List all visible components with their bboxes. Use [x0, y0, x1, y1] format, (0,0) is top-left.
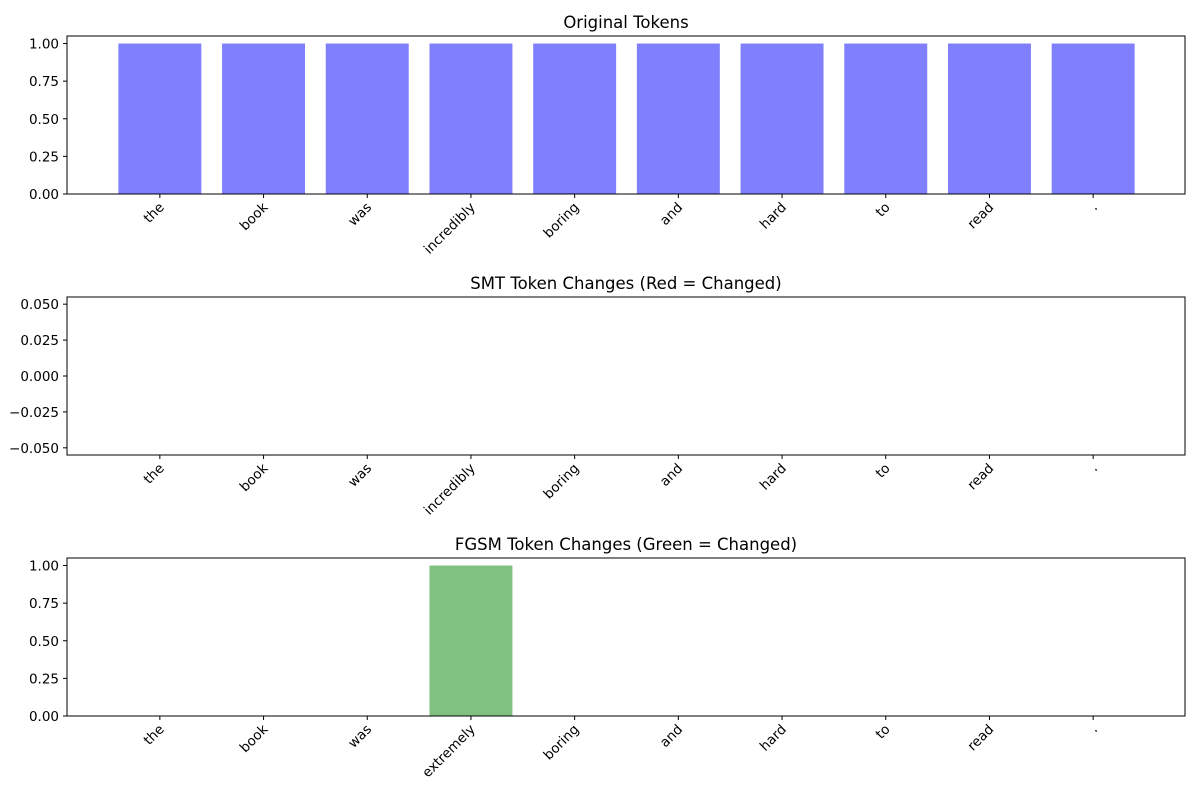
- chart-panel-2: SMT Token Changes (Red = Changed) −0.050 −…: [9, 274, 1186, 519]
- x-tick-label: boring: [541, 200, 583, 242]
- x-tick-label: read: [964, 200, 997, 233]
- bar-boring: [533, 43, 617, 194]
- x-tick-label: hard: [757, 722, 790, 755]
- axes-frame: [66, 296, 1186, 456]
- y-tick-label: −0.050: [9, 441, 59, 457]
- x-tick-label: and: [657, 461, 686, 490]
- x-tick-label: extremely: [419, 722, 478, 781]
- x-tick-label: boring: [541, 722, 583, 764]
- bar-to: [844, 43, 928, 194]
- x-tick-label: incredibly: [421, 461, 479, 519]
- chart-title: Original Tokens: [563, 13, 688, 32]
- x-tick-label: .: [1087, 200, 1101, 214]
- x-tick-label: .: [1087, 722, 1101, 736]
- x-tick-label: book: [237, 460, 272, 495]
- x-tick-label: book: [237, 721, 272, 756]
- x-tick-label: was: [345, 461, 375, 491]
- x-tick-label: hard: [757, 461, 790, 494]
- y-tick-label: 0.75: [29, 596, 59, 612]
- x-tick-label: boring: [541, 461, 583, 503]
- bar-.: [1051, 43, 1135, 194]
- x-tick-label: to: [873, 200, 894, 221]
- y-tick-label: 0.25: [29, 149, 59, 165]
- x-tick-label: read: [964, 722, 997, 755]
- x-tick-label: was: [345, 200, 375, 230]
- chart-title: SMT Token Changes (Red = Changed): [470, 274, 781, 293]
- bar-incredibly: [429, 43, 513, 194]
- y-tick-label: −0.025: [9, 405, 59, 421]
- x-tick-label: and: [657, 722, 686, 751]
- bar-the: [118, 43, 202, 194]
- x-tick-label: was: [345, 722, 375, 752]
- bar-was: [325, 43, 409, 194]
- y-tick-label: 0.025: [20, 333, 59, 349]
- chart-panel-1: Original Tokens 0.00 0.25 0.50 0.75 1.00 the bo…: [29, 13, 1186, 258]
- x-tick-label: to: [873, 722, 894, 743]
- x-tick-label: incredibly: [421, 200, 479, 258]
- x-tick-label: the: [141, 461, 168, 488]
- bar-hard: [740, 43, 824, 194]
- y-tick-label: 0.50: [29, 112, 59, 128]
- bar-book: [222, 43, 306, 194]
- x-tick-label: to: [873, 461, 894, 482]
- y-tick-label: 0.75: [29, 74, 59, 90]
- axes-frame: [66, 35, 1186, 195]
- x-tick-label: and: [657, 200, 686, 229]
- chart-panel-3: FGSM Token Changes (Green = Changed) 0.00…: [29, 535, 1186, 781]
- x-tick-label: book: [237, 199, 272, 234]
- y-tick-label: 0.00: [29, 709, 59, 725]
- bar-extremely: [429, 565, 513, 716]
- y-tick-label: 0.050: [20, 297, 59, 313]
- x-tick-label: the: [141, 200, 168, 227]
- x-tick-label: the: [141, 722, 168, 749]
- y-tick-label: 0.00: [29, 187, 59, 203]
- y-tick-label: 1.00: [29, 37, 59, 53]
- axes-frame: [66, 557, 1186, 717]
- y-tick-label: 0.50: [29, 634, 59, 650]
- chart-title: FGSM Token Changes (Green = Changed): [455, 535, 797, 554]
- x-tick-label: .: [1087, 461, 1101, 475]
- y-tick-label: 1.00: [29, 559, 59, 575]
- bar-read: [947, 43, 1031, 194]
- y-tick-label: 0.000: [20, 369, 59, 385]
- x-tick-label: read: [964, 461, 997, 494]
- y-tick-label: 0.25: [29, 671, 59, 687]
- bar-and: [636, 43, 720, 194]
- x-tick-label: hard: [757, 200, 790, 233]
